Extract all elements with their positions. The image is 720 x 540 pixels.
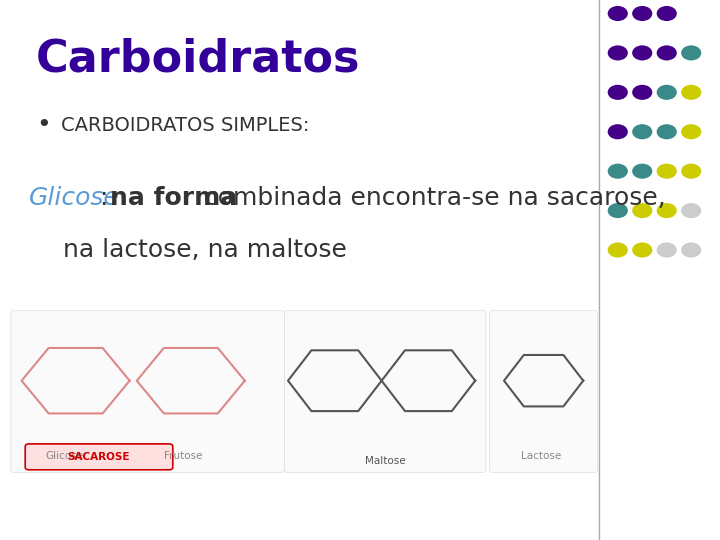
Circle shape xyxy=(657,6,677,21)
Circle shape xyxy=(681,124,701,139)
FancyBboxPatch shape xyxy=(11,310,284,472)
FancyBboxPatch shape xyxy=(284,310,486,472)
Circle shape xyxy=(632,124,652,139)
Text: na forma: na forma xyxy=(110,186,238,210)
Circle shape xyxy=(657,124,677,139)
FancyBboxPatch shape xyxy=(25,444,173,470)
Circle shape xyxy=(681,242,701,258)
Text: •: • xyxy=(36,113,50,137)
Text: Maltose: Maltose xyxy=(365,456,405,467)
Circle shape xyxy=(608,6,628,21)
Circle shape xyxy=(632,6,652,21)
Text: SACAROSE: SACAROSE xyxy=(68,452,130,462)
Circle shape xyxy=(657,45,677,60)
Circle shape xyxy=(657,242,677,258)
Circle shape xyxy=(681,203,701,218)
Text: Glicose: Glicose xyxy=(29,186,120,210)
Circle shape xyxy=(608,242,628,258)
Circle shape xyxy=(632,85,652,100)
FancyBboxPatch shape xyxy=(490,310,598,472)
Circle shape xyxy=(608,203,628,218)
Text: Carboidratos: Carboidratos xyxy=(36,38,361,81)
Circle shape xyxy=(657,164,677,179)
Circle shape xyxy=(632,242,652,258)
Circle shape xyxy=(632,203,652,218)
Circle shape xyxy=(608,164,628,179)
Circle shape xyxy=(657,85,677,100)
Circle shape xyxy=(681,164,701,179)
Text: combinada encontra-se na sacarose,: combinada encontra-se na sacarose, xyxy=(196,186,665,210)
Text: na lactose, na maltose: na lactose, na maltose xyxy=(63,238,347,261)
Circle shape xyxy=(608,45,628,60)
Circle shape xyxy=(681,45,701,60)
Text: Glicose: Glicose xyxy=(46,451,84,461)
Text: Lactose: Lactose xyxy=(521,451,562,461)
Circle shape xyxy=(681,85,701,100)
Circle shape xyxy=(632,164,652,179)
Text: CARBOIDRATOS SIMPLES:: CARBOIDRATOS SIMPLES: xyxy=(61,116,310,135)
Text: :: : xyxy=(99,186,108,210)
Circle shape xyxy=(608,85,628,100)
Circle shape xyxy=(632,45,652,60)
Circle shape xyxy=(657,203,677,218)
Circle shape xyxy=(608,124,628,139)
Text: Frutose: Frutose xyxy=(164,451,203,461)
